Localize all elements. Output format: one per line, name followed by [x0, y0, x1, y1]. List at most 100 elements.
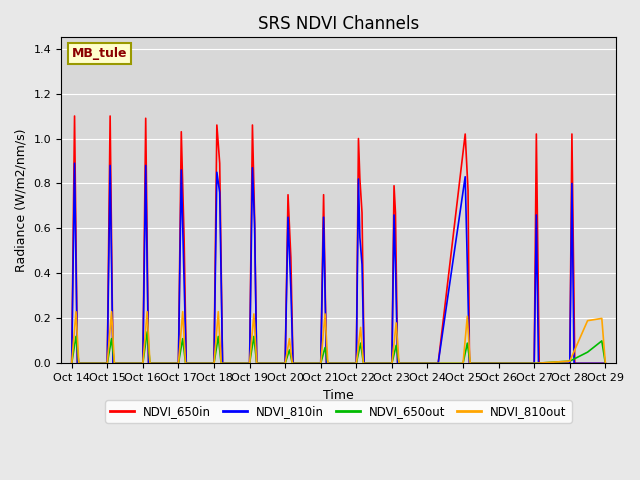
NDVI_650out — [395, 360, 403, 366]
NDVI_810out — [108, 309, 115, 314]
NDVI_810out — [104, 360, 111, 366]
Text: MB_tule: MB_tule — [72, 47, 127, 60]
NDVI_810in — [70, 160, 78, 166]
X-axis label: Time: Time — [323, 389, 354, 402]
NDVI_650out — [289, 360, 296, 366]
NDVI_810out — [388, 360, 396, 366]
NDVI_810out — [356, 324, 364, 330]
NDVI_810out — [72, 309, 80, 314]
NDVI_810in — [570, 360, 578, 366]
NDVI_650out — [602, 360, 609, 366]
NDVI_650out — [214, 334, 222, 339]
NDVI_650out — [392, 343, 400, 348]
NDVI_650out — [72, 334, 80, 339]
NDVI_810out — [360, 360, 367, 366]
NDVI_650out — [467, 360, 474, 366]
NDVI_810out — [285, 336, 293, 342]
Line: NDVI_650in: NDVI_650in — [72, 116, 605, 363]
NDVI_650out — [139, 360, 147, 366]
NDVI_650out — [250, 334, 258, 339]
NDVI_650out — [285, 347, 293, 353]
NDVI_650out — [388, 360, 396, 366]
NDVI_810out — [353, 360, 360, 366]
NDVI_650out — [598, 338, 605, 344]
NDVI_810out — [179, 309, 186, 314]
NDVI_810out — [210, 360, 218, 366]
NDVI_810out — [143, 309, 151, 314]
NDVI_650out — [282, 360, 289, 366]
NDVI_810out — [495, 360, 502, 366]
NDVI_810out — [218, 360, 225, 366]
NDVI_810in — [182, 360, 190, 366]
NDVI_810out — [392, 320, 400, 326]
NDVI_650in — [246, 360, 253, 366]
NDVI_810in — [602, 360, 609, 366]
NDVI_650out — [356, 340, 364, 346]
NDVI_810out — [250, 311, 258, 317]
NDVI_810out — [566, 358, 573, 364]
NDVI_650in — [219, 360, 227, 366]
NDVI_810out — [435, 360, 442, 366]
NDVI_810out — [68, 360, 76, 366]
NDVI_650out — [143, 329, 151, 335]
NDVI_650out — [353, 360, 360, 366]
NDVI_810in — [424, 360, 431, 366]
NDVI_650in — [602, 360, 609, 366]
NDVI_650out — [435, 360, 442, 366]
NDVI_650out — [531, 360, 538, 366]
NDVI_650out — [108, 336, 115, 342]
NDVI_810out — [289, 360, 296, 366]
NDVI_650out — [463, 340, 471, 346]
NDVI_650out — [111, 360, 118, 366]
NDVI_810out — [182, 360, 189, 366]
NDVI_650out — [317, 360, 324, 366]
NDVI_810in — [246, 360, 253, 366]
NDVI_810out — [175, 360, 182, 366]
NDVI_650out — [179, 336, 186, 342]
NDVI_810in — [68, 360, 76, 366]
NDVI_650out — [253, 360, 260, 366]
NDVI_810out — [427, 360, 435, 366]
Line: NDVI_810in: NDVI_810in — [72, 163, 605, 363]
NDVI_810out — [246, 360, 253, 366]
NDVI_810out — [424, 360, 431, 366]
NDVI_650out — [182, 360, 189, 366]
NDVI_810out — [139, 360, 147, 366]
NDVI_810out — [602, 360, 609, 366]
Line: NDVI_650out: NDVI_650out — [72, 332, 605, 363]
NDVI_650out — [427, 360, 435, 366]
NDVI_650out — [218, 360, 225, 366]
NDVI_810out — [324, 360, 332, 366]
NDVI_810out — [463, 313, 471, 319]
NDVI_650out — [460, 360, 467, 366]
NDVI_810out — [584, 318, 591, 324]
NDVI_810out — [460, 360, 467, 366]
NDVI_810out — [598, 315, 605, 321]
NDVI_650in — [424, 360, 431, 366]
NDVI_650out — [495, 360, 502, 366]
NDVI_810out — [253, 360, 260, 366]
NDVI_650out — [104, 360, 111, 366]
NDVI_650in — [182, 360, 190, 366]
NDVI_810out — [395, 360, 403, 366]
NDVI_650out — [566, 358, 573, 364]
NDVI_810out — [317, 360, 324, 366]
NDVI_650out — [424, 360, 431, 366]
NDVI_810out — [75, 360, 83, 366]
NDVI_650out — [324, 360, 332, 366]
NDVI_650in — [390, 183, 398, 189]
NDVI_650out — [175, 360, 182, 366]
NDVI_810out — [146, 360, 154, 366]
NDVI_650out — [75, 360, 83, 366]
Line: NDVI_810out: NDVI_810out — [72, 312, 605, 363]
NDVI_650in — [68, 360, 76, 366]
NDVI_810out — [214, 309, 222, 314]
NDVI_810out — [321, 311, 329, 317]
NDVI_650in — [571, 360, 579, 366]
NDVI_810in — [219, 360, 227, 366]
NDVI_650out — [246, 360, 253, 366]
NDVI_650out — [68, 360, 76, 366]
Y-axis label: Radiance (W/m2/nm/s): Radiance (W/m2/nm/s) — [15, 129, 28, 272]
Legend: NDVI_650in, NDVI_810in, NDVI_650out, NDVI_810out: NDVI_650in, NDVI_810in, NDVI_650out, NDV… — [106, 400, 572, 423]
NDVI_810out — [111, 360, 118, 366]
